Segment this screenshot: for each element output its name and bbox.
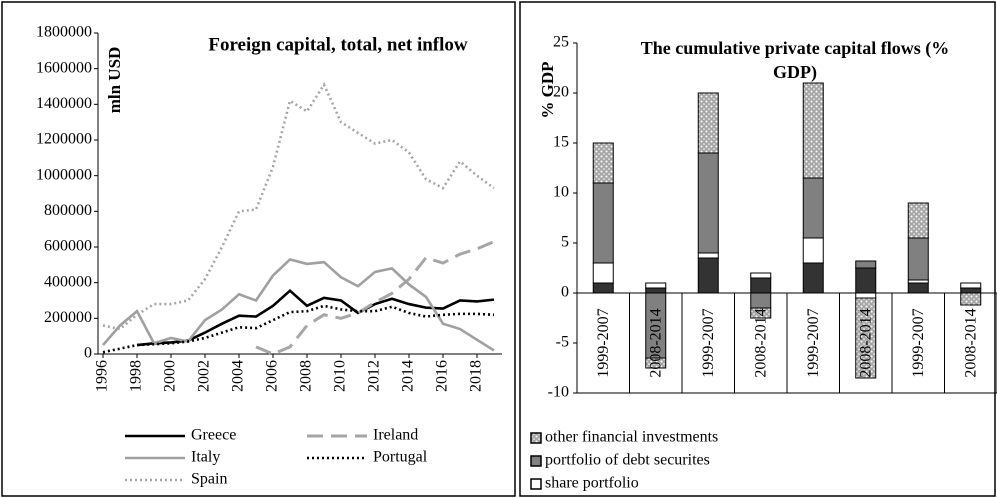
x-tick-label: 1999-2007 bbox=[910, 308, 927, 377]
bar-segment bbox=[750, 292, 772, 309]
y-tick-label: 1000000 bbox=[36, 166, 92, 183]
bar-segment bbox=[907, 237, 929, 281]
y-tick-label: -5 bbox=[556, 334, 569, 351]
x-tick-label: 2012 bbox=[366, 360, 383, 392]
x-tick-label: 2006 bbox=[264, 360, 281, 392]
y-tick-label: 20 bbox=[553, 84, 569, 101]
bar-segment bbox=[645, 357, 667, 369]
y-tick-label: 5 bbox=[561, 234, 569, 251]
x-tick-label: 2008-2014 bbox=[962, 308, 979, 377]
bar-segment bbox=[697, 257, 719, 294]
bar-segment bbox=[750, 307, 772, 319]
bar-segment bbox=[802, 237, 824, 264]
x-tick-label: 2016 bbox=[434, 360, 451, 392]
panel-border bbox=[519, 1, 996, 497]
legend-label: Greece bbox=[191, 427, 236, 444]
legend-label: Ireland bbox=[373, 427, 418, 444]
bar-segment bbox=[645, 282, 667, 289]
x-tick-label: 2018 bbox=[468, 360, 485, 392]
bar-segment bbox=[802, 82, 824, 179]
y-tick-label: -10 bbox=[548, 384, 569, 401]
line-series bbox=[102, 304, 495, 354]
y-tick-label: 200000 bbox=[44, 309, 92, 326]
y-tick-label: 800000 bbox=[44, 202, 92, 219]
bar-segment bbox=[592, 182, 614, 264]
title-box: The cumulative private capital flows (% … bbox=[640, 38, 950, 82]
x-tick-label: 2008-2014 bbox=[752, 308, 769, 377]
x-tick-label: 1998 bbox=[128, 360, 145, 392]
chart-title: Foreign capital, total, net inflow bbox=[208, 34, 468, 55]
y-tick-label: 10 bbox=[553, 184, 569, 201]
bar-segment bbox=[592, 262, 614, 284]
bar-segment bbox=[697, 92, 719, 154]
x-tick-label: 2008-2014 bbox=[857, 308, 874, 377]
x-tick-label: 2014 bbox=[400, 360, 417, 392]
legend-label: share portfolio bbox=[545, 475, 639, 492]
y-tick-label: 400000 bbox=[44, 273, 92, 290]
y-tick-label: 1400000 bbox=[36, 95, 92, 112]
legend-swatch bbox=[530, 432, 542, 444]
y-tick-label: 1800000 bbox=[36, 24, 92, 41]
x-tick-label: 2010 bbox=[332, 360, 349, 392]
y-tick-label: 0 bbox=[561, 284, 569, 301]
bar-segment bbox=[750, 277, 772, 294]
legend-label: Portugal bbox=[373, 449, 428, 466]
bar-segment bbox=[855, 292, 877, 299]
y-tick-label: 15 bbox=[553, 134, 569, 151]
bar-segment bbox=[855, 267, 877, 294]
y-tick-label: 0 bbox=[84, 345, 92, 362]
bar-segment bbox=[907, 282, 929, 294]
x-tick-label: 1999-2007 bbox=[700, 308, 717, 377]
panel-border bbox=[1, 1, 516, 497]
bar-segment bbox=[907, 202, 929, 239]
bar-segment bbox=[802, 177, 824, 239]
x-tick-label: 2008 bbox=[298, 360, 315, 392]
line-series bbox=[102, 258, 495, 352]
x-tick-label: 1999-2007 bbox=[805, 308, 822, 377]
bar-segment bbox=[592, 282, 614, 294]
bar-segment bbox=[592, 142, 614, 184]
y-tick-label: 25 bbox=[553, 34, 569, 51]
bar-segment bbox=[697, 252, 719, 259]
legend-swatch bbox=[530, 478, 542, 490]
y-axis-label: % GDP bbox=[538, 61, 557, 118]
y-tick-label: 600000 bbox=[44, 238, 92, 255]
bar-segment bbox=[697, 152, 719, 254]
x-tick-label: 2002 bbox=[196, 360, 213, 392]
legend-label: portfolio of debt securites bbox=[545, 452, 710, 469]
bar-segment bbox=[960, 282, 982, 289]
bar-segment bbox=[802, 262, 824, 294]
x-tick-label: 1996 bbox=[94, 360, 111, 392]
line-series bbox=[102, 81, 495, 331]
bar-segment bbox=[960, 287, 982, 294]
bar-segment bbox=[645, 287, 667, 294]
legend-label: Italy bbox=[191, 449, 220, 466]
x-tick-label: 2004 bbox=[230, 360, 247, 392]
y-axis-label: mln USD bbox=[105, 47, 124, 114]
x-tick-label: 2000 bbox=[162, 360, 179, 392]
legend-label: other financial investments bbox=[545, 429, 718, 446]
bar-segment bbox=[960, 292, 982, 306]
bar-segment bbox=[855, 260, 877, 269]
x-tick-label: 1999-2007 bbox=[595, 308, 612, 377]
x-tick-label: 2008-2014 bbox=[647, 308, 664, 377]
bar-segment bbox=[750, 272, 772, 279]
chart-title: The cumulative private capital flows (% … bbox=[640, 38, 950, 82]
y-tick-label: 1600000 bbox=[36, 59, 92, 76]
legend-label: Spain bbox=[191, 471, 227, 488]
legend-swatch bbox=[530, 455, 542, 467]
y-tick-label: 1200000 bbox=[36, 131, 92, 148]
bar-segment bbox=[855, 297, 877, 379]
line-series bbox=[255, 240, 495, 356]
